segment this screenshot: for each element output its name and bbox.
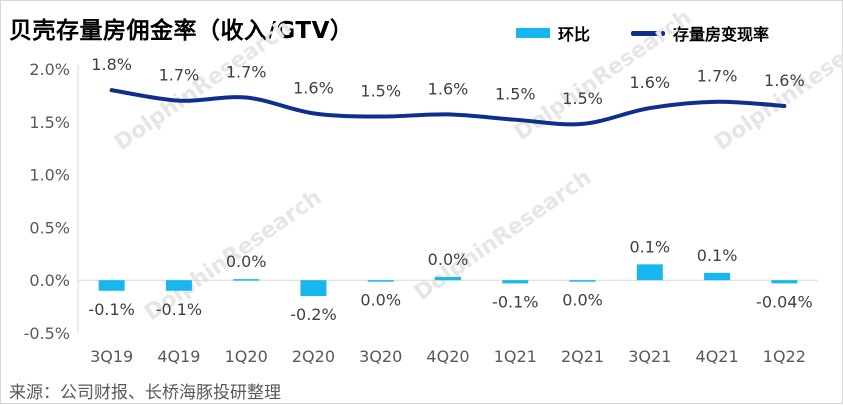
watermark-text: DolphinResearch (110, 15, 296, 156)
bar (98, 280, 125, 291)
x-tick-label: 2Q21 (561, 347, 604, 366)
line-data-label: 1.6% (293, 78, 334, 97)
bar-data-label: -0.1% (492, 292, 538, 311)
x-tick-label: 2Q20 (292, 347, 335, 366)
bar-data-label: -0.2% (290, 305, 336, 324)
source-note: 来源：公司财报、长桥海豚投研整理 (9, 383, 281, 403)
bar (569, 280, 596, 282)
line-data-label: 1.6% (428, 79, 469, 98)
bar (300, 280, 327, 297)
legend-bar-label: 环比 (558, 25, 591, 44)
y-tick-label: 1.5% (29, 113, 70, 132)
bar-data-label: -0.1% (156, 300, 202, 319)
bar (233, 279, 260, 281)
bar-data-label: -0.04% (756, 292, 813, 311)
line-data-label: 1.5% (562, 89, 603, 108)
y-tick-label: 1.0% (29, 166, 70, 185)
x-tick-label: 1Q21 (494, 347, 537, 366)
legend-bar: 环比 (516, 21, 590, 45)
y-tick-label: 0.5% (29, 218, 70, 237)
x-tick-label: 1Q22 (763, 347, 806, 366)
bar-data-label: 0.0% (226, 252, 267, 271)
bar (704, 272, 731, 281)
x-tick-label: 3Q19 (90, 347, 133, 366)
y-tick-label: 0.0% (29, 271, 70, 290)
x-tick-label: 3Q21 (628, 347, 671, 366)
line-data-label: 1.7% (226, 63, 267, 82)
bar (502, 280, 529, 284)
bar-data-label: 0.0% (428, 250, 469, 269)
line-data-label: 1.6% (629, 73, 670, 92)
x-tick-label: 4Q20 (426, 347, 469, 366)
bar (771, 280, 798, 284)
y-tick-label: 2.0% (29, 60, 70, 79)
legend-bar-swatch (516, 28, 550, 38)
x-tick-label: 4Q21 (696, 347, 739, 366)
bar (435, 277, 461, 281)
bar-data-label: 0.0% (360, 290, 401, 309)
x-tick-label: 1Q20 (225, 347, 268, 366)
legend-line: 存量房变现率 (631, 21, 769, 45)
bar-data-label: -0.1% (88, 300, 134, 319)
legend-line-label: 存量房变现率 (673, 25, 770, 44)
line-series (109, 88, 787, 127)
line-data-label: 1.7% (159, 66, 200, 85)
legend-line-swatch (631, 30, 665, 36)
bar-data-label: 0.0% (562, 290, 603, 309)
line-data-label: 1.7% (697, 67, 738, 86)
x-tick-label: 4Q19 (157, 347, 200, 366)
bar (165, 280, 192, 291)
chart-title: 贝壳存量房佣金率（收入/GTV） (9, 18, 354, 44)
line-data-label: 1.5% (495, 85, 536, 104)
bar-data-label: 0.1% (697, 246, 738, 265)
x-tick-label: 3Q20 (359, 347, 402, 366)
line-data-label: 1.8% (91, 55, 132, 74)
watermark-text: DolphinResearch (410, 165, 596, 306)
y-tick-label: -0.5% (24, 324, 70, 343)
bar (367, 280, 394, 282)
line-data-label: 1.6% (764, 71, 805, 90)
bar-data-label: 0.1% (629, 237, 670, 256)
line-data-label: 1.5% (360, 82, 401, 101)
bar (636, 264, 663, 281)
